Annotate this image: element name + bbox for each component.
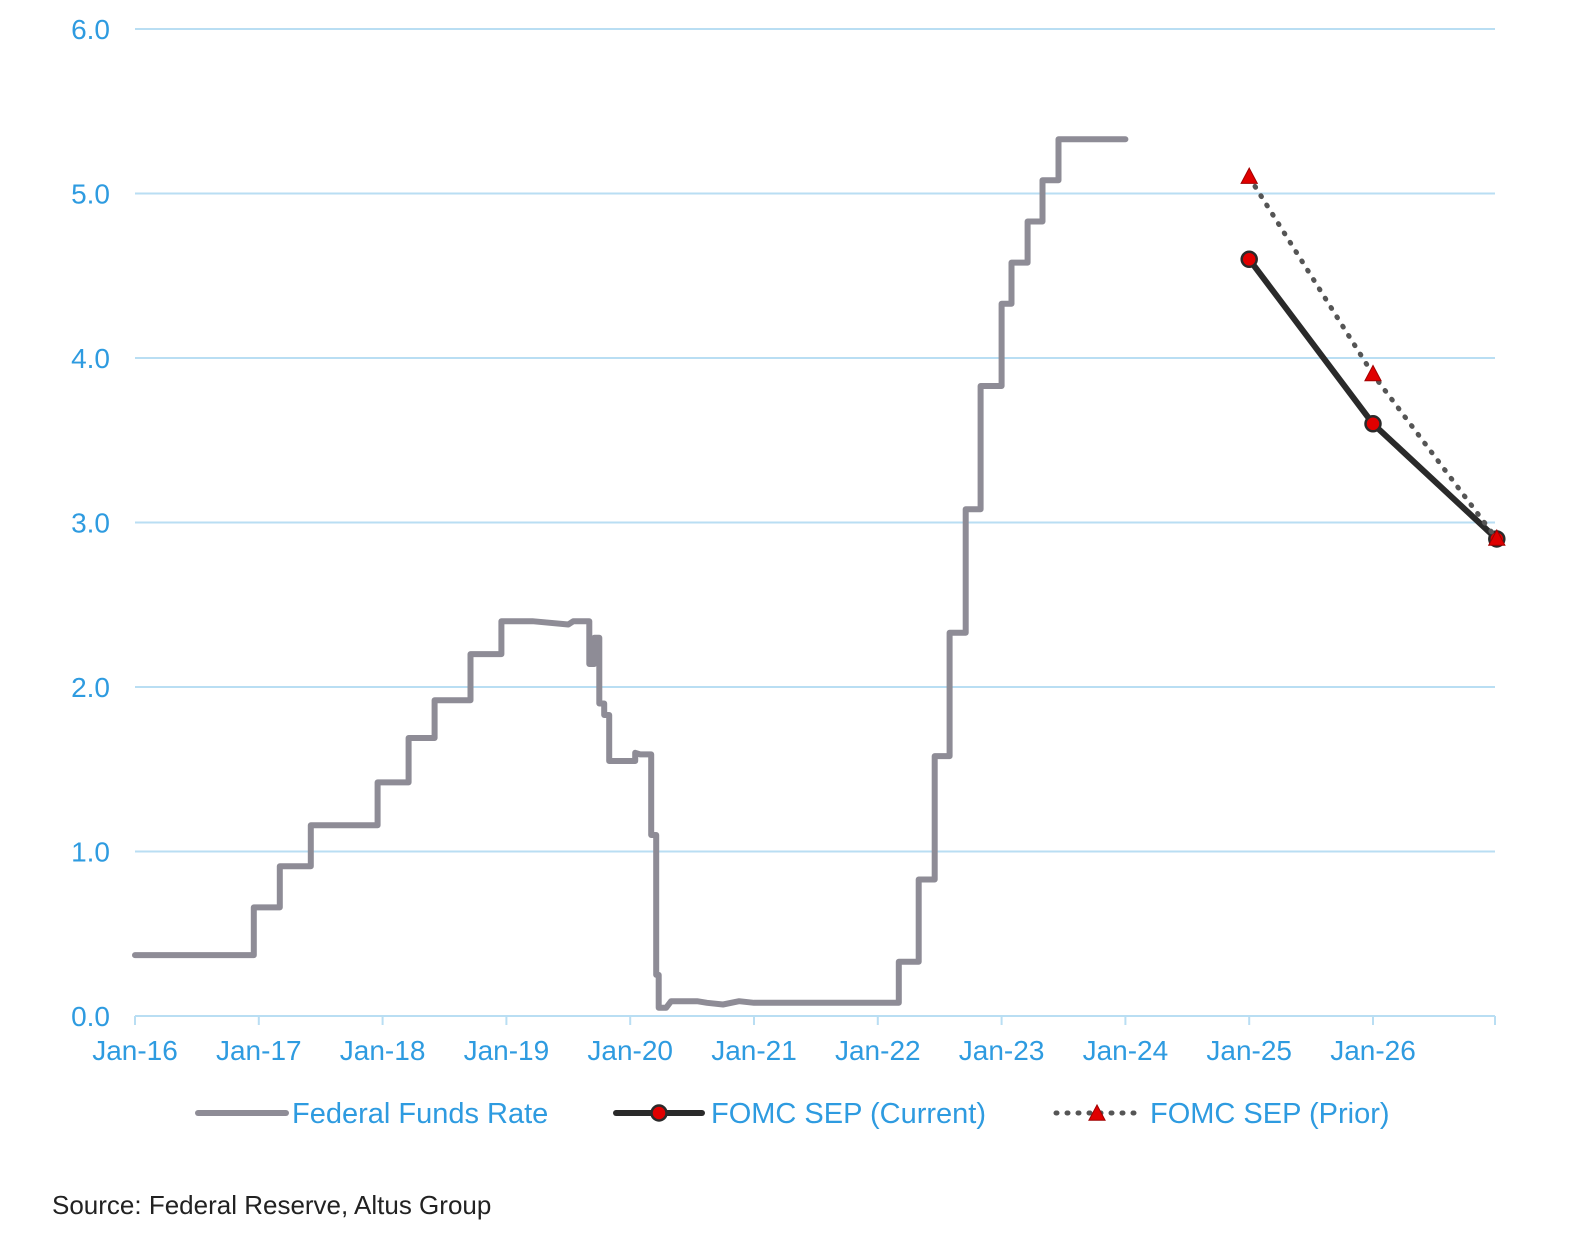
- legend-label: FOMC SEP (Prior): [1150, 1098, 1390, 1130]
- point-fomc-prior: [1487, 528, 1506, 546]
- y-tick-label: 3.0: [71, 508, 110, 539]
- x-tick-label: Jan-21: [711, 1035, 797, 1066]
- legend-marker-fomc-current: [650, 1104, 668, 1122]
- y-tick-label: 5.0: [71, 179, 110, 210]
- y-tick-label: 0.0: [71, 1001, 110, 1032]
- point-fomc-current: [1240, 250, 1258, 269]
- legend-marker-fomc-prior: [1088, 1103, 1106, 1121]
- legend: Federal Funds Rate FOMC SEP (Current) FOMC…: [195, 1098, 1390, 1130]
- x-tick-label: Jan-25: [1206, 1035, 1292, 1066]
- x-tick-label: Jan-20: [587, 1035, 673, 1066]
- legend-label: FOMC SEP (Current): [711, 1098, 986, 1130]
- x-tick-label: Jan-16: [92, 1035, 178, 1066]
- gridlines: [135, 28, 1495, 853]
- y-tick-label: 2.0: [71, 672, 110, 703]
- x-axis: Jan-16 Jan-17 Jan-18 Jan-19 Jan-20 Jan-21 Jan-…: [92, 1015, 1496, 1066]
- series-federal-funds-rate: [132, 136, 1129, 1011]
- y-axis: 0.0 1.0 2.0 3.0 4.0 5.0 6.0: [71, 14, 110, 1032]
- x-tick-label: Jan-26: [1330, 1035, 1416, 1066]
- point-fomc-prior: [1364, 364, 1382, 382]
- x-tick-label: Jan-19: [464, 1035, 550, 1066]
- source-note: Source: Federal Reserve, Altus Group: [52, 1190, 492, 1220]
- x-tick-label: Jan-18: [340, 1035, 426, 1066]
- y-tick-label: 1.0: [71, 837, 110, 868]
- x-tick-label: Jan-23: [959, 1035, 1045, 1066]
- x-tick-label: Jan-17: [216, 1035, 302, 1066]
- x-tick-label: Jan-24: [1083, 1035, 1169, 1066]
- x-tick-label: Jan-22: [835, 1035, 921, 1066]
- point-fomc-prior: [1240, 166, 1259, 184]
- legend-label: Federal Funds Rate: [292, 1098, 548, 1130]
- y-tick-label: 4.0: [71, 343, 110, 374]
- series-fomc-sep-current: [1246, 257, 1499, 542]
- series-layer: [132, 136, 1506, 1011]
- point-fomc-current: [1364, 415, 1382, 433]
- y-tick-label: 6.0: [71, 14, 110, 45]
